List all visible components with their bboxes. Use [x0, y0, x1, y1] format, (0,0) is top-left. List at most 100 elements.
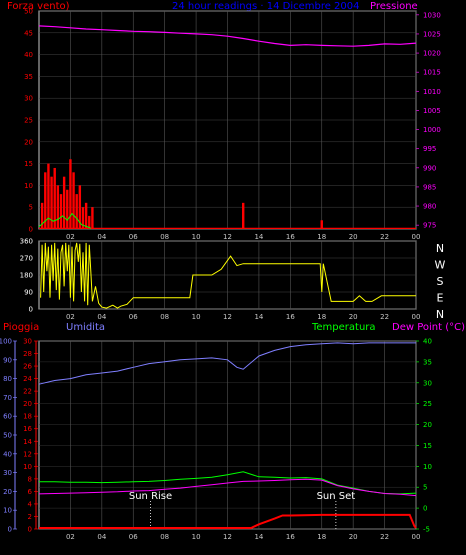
direction-tick-label: 0 — [29, 306, 33, 314]
x-tick-label: 18 — [317, 313, 326, 321]
wind-tick-label: 30 — [24, 95, 33, 103]
x-tick-label: 08 — [160, 313, 169, 321]
wind-bar — [59, 194, 63, 229]
direction-tick-label: 270 — [20, 255, 33, 263]
temp-tick-label: 35 — [423, 358, 432, 366]
humidity-tick-label: 100 — [0, 338, 12, 346]
x-tick-label: 12 — [223, 533, 232, 541]
wind-tick-label: 45 — [24, 29, 33, 37]
wind-bar — [69, 159, 72, 229]
compass-label: N — [436, 242, 444, 255]
wind-tick-label: 50 — [24, 8, 33, 16]
x-tick-label: 20 — [349, 313, 358, 321]
x-tick-label: 12 — [223, 313, 232, 321]
x-tick-label: 10 — [192, 533, 201, 541]
rain-tick-label: 4 — [28, 500, 33, 508]
temp-tick-label: 5 — [423, 484, 427, 492]
humidity-tick-label: 50 — [3, 432, 12, 440]
pressure-line — [38, 25, 417, 47]
wind-tick-label: 35 — [24, 73, 33, 81]
wind-bars — [39, 159, 416, 229]
temp-tick-label: 10 — [423, 463, 432, 471]
x-tick-label: 10 — [192, 233, 201, 241]
wind-bar — [40, 202, 44, 229]
humidity-axis-title: Umidita — [66, 322, 105, 333]
humidity-tick-label: 30 — [3, 469, 12, 477]
dew-point-line — [38, 478, 417, 497]
pressure-tick-label: 1020 — [423, 50, 441, 58]
wind-tick-label: 5 — [29, 204, 33, 212]
pressure-axis-title: Pressione — [370, 1, 418, 12]
x-tick-label: 04 — [97, 313, 106, 321]
x-tick-label: 12 — [223, 233, 232, 241]
compass-label: N — [436, 308, 444, 321]
x-tick-label: 18 — [317, 233, 326, 241]
wind-bar — [88, 215, 91, 229]
x-tick-label: 16 — [286, 313, 295, 321]
x-tick-label: 22 — [380, 313, 389, 321]
pressure-tick-label: 995 — [423, 145, 436, 153]
wind-bar — [44, 172, 47, 229]
wind-bar — [320, 220, 323, 229]
humidity-tick-label: 90 — [3, 356, 12, 364]
chart-title: 24 hour readings · 14 Dicembre 2004 — [172, 1, 360, 12]
wind-bar — [81, 207, 85, 229]
direction-tick-label: 180 — [20, 272, 33, 280]
temp-x-ticks: 02 04 06 08 10 12 14 16 18 20 22 00 — [66, 341, 421, 541]
x-tick-label: 06 — [129, 233, 138, 241]
wind-pressure-panel: Forza vento) 24 hour readings · 14 Dicem… — [7, 1, 441, 241]
x-tick-label: 06 — [129, 533, 138, 541]
humidity-tick-label: 80 — [3, 375, 12, 383]
pressure-tick-label: 985 — [423, 183, 436, 191]
temp-tick-label: 0 — [423, 505, 427, 513]
x-tick-label: 22 — [380, 533, 389, 541]
humidity-tick-label: 10 — [3, 507, 12, 515]
wind-bar — [47, 163, 50, 229]
x-tick-label: 14 — [254, 233, 263, 241]
wind-bar — [62, 176, 66, 229]
temp-tick-label: 25 — [423, 400, 432, 408]
x-tick-label: 18 — [317, 533, 326, 541]
humidity-tick-label: 60 — [3, 413, 12, 421]
pressure-tick-label: 980 — [423, 203, 436, 211]
compass-label: S — [437, 275, 444, 288]
x-tick-label: 02 — [66, 313, 75, 321]
humidity-tick-label: 70 — [3, 394, 12, 402]
x-tick-label: 00 — [412, 313, 421, 321]
wind-tick-label: 10 — [24, 182, 33, 190]
sun-annotations: Sun Rise Sun Set — [129, 491, 355, 529]
x-tick-label: 10 — [192, 313, 201, 321]
x-tick-label: 08 — [160, 533, 169, 541]
direction-tick-label: 360 — [20, 238, 33, 246]
x-tick-label: 02 — [66, 533, 75, 541]
sun-marker-label: Sun Set — [317, 491, 356, 502]
temp-tick-label: 40 — [423, 338, 432, 346]
x-tick-label: 00 — [412, 533, 421, 541]
humidity-axis-ticks: 0 10 20 30 40 50 60 70 80 90 100 — [0, 338, 17, 534]
wind-tick-label: 0 — [29, 226, 33, 234]
wind-tick-label: 40 — [24, 51, 33, 59]
pressure-tick-label: 1015 — [423, 69, 441, 77]
wind-bar — [56, 185, 60, 229]
wind-bar — [78, 185, 82, 229]
x-tick-label: 16 — [286, 533, 295, 541]
x-tick-label: 20 — [349, 233, 358, 241]
rain-tick-label: 30 — [23, 338, 32, 346]
pressure-tick-label: 1025 — [423, 30, 441, 38]
wind-gust-line — [38, 212, 91, 229]
rain-tick-label: 8 — [28, 475, 32, 483]
rain-line — [39, 513, 417, 529]
wind-bar — [91, 207, 94, 229]
wind-bar — [66, 189, 69, 229]
dew-point-axis-title: Dew Point (°C) — [392, 322, 465, 333]
wind-bar — [75, 194, 78, 229]
rain-tick-label: 28 — [23, 350, 32, 358]
x-tick-label: 02 — [66, 233, 75, 241]
temp-tick-label: 20 — [423, 421, 432, 429]
wind-bar — [53, 167, 56, 229]
rain-tick-label: 6 — [28, 488, 33, 496]
humidity-line — [38, 342, 416, 385]
pressure-tick-label: 1005 — [423, 107, 441, 115]
